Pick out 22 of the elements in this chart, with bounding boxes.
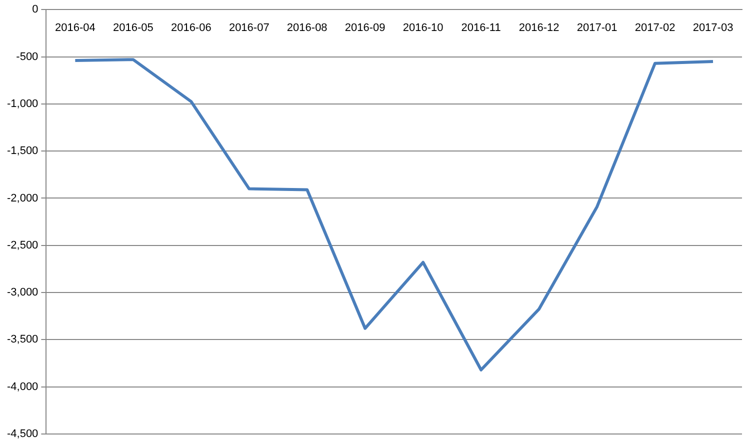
x-tick-label: 2017-01	[576, 22, 618, 34]
y-tick-label: -4,000	[6, 380, 38, 393]
y-tick-label: -3,000	[6, 286, 38, 299]
y-tick-label: 0	[32, 4, 38, 16]
y-tick-label: -1,000	[6, 98, 38, 110]
x-tick-label: 2017-02	[634, 22, 676, 34]
x-tick-label: 2016-10	[402, 22, 444, 34]
x-tick-label: 2016-04	[54, 22, 96, 34]
x-tick-label: 2016-11	[461, 22, 501, 34]
x-tick-label: 2016-09	[344, 22, 386, 34]
y-tick-label: -4,500	[6, 428, 38, 440]
y-tick-label: -2,000	[6, 192, 38, 204]
x-tick-label: 2016-06	[170, 22, 212, 34]
y-tick-label: -3,500	[6, 334, 38, 346]
y-tick-label: -500	[16, 50, 38, 63]
y-tick-label: -2,500	[6, 239, 38, 252]
x-tick-label: 2016-07	[228, 22, 270, 34]
x-tick-label: 2016-05	[112, 22, 154, 34]
x-tick-label: 2016-12	[518, 22, 560, 34]
y-tick-label: -1,500	[6, 145, 38, 158]
x-tick-label: 2016-08	[286, 22, 328, 34]
x-tick-label: 2017-03	[692, 22, 734, 34]
